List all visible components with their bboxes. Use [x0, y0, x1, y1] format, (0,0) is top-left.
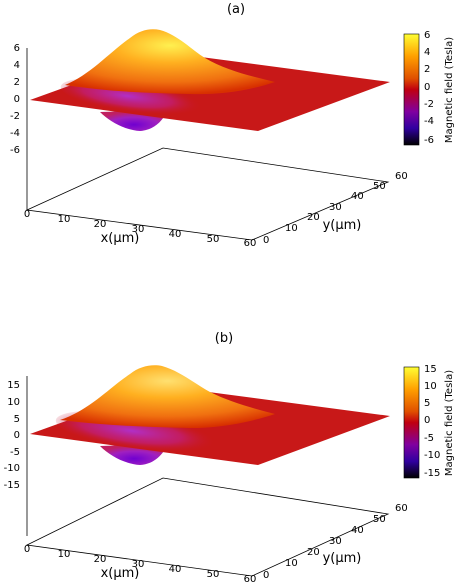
y-tick-b-0: 0	[263, 570, 269, 581]
y-ticks-a: 0 10 20 30 40 50 60	[263, 171, 408, 246]
z-tick-b-6: -15	[4, 480, 20, 491]
z-ticks-b: 15 10 5 0 -5 -10 -15	[4, 380, 20, 491]
colorbar-tick-a-1: 4	[424, 47, 430, 58]
base-box-a	[25, 147, 390, 241]
surface-b	[30, 365, 390, 465]
colorbar-tick-b-2: 5	[424, 398, 430, 409]
x-axis-label-b: x(μm)	[101, 566, 140, 581]
x-tick-b-1: 10	[58, 549, 71, 560]
colorbar-tick-b-3: 0	[424, 415, 430, 426]
colorbar-tick-b-0: 15	[424, 364, 437, 375]
y-axis-label-a: y(μm)	[323, 218, 362, 233]
y-ticks-b: 0 10 20 30 40 50 60	[263, 503, 408, 581]
y-tick-b-6: 60	[395, 503, 408, 514]
colorbar-tick-b-6: -15	[424, 468, 440, 479]
z-tick-b-3: 0	[14, 430, 20, 441]
colorbar-tick-b-1: 10	[424, 381, 437, 392]
x-ticks-a: 0 10 20 30 40 50 60	[24, 209, 257, 249]
base-box-b	[25, 477, 390, 577]
colorbar-tick-a-2: 2	[424, 64, 430, 75]
y-tick-a-6: 60	[395, 171, 408, 182]
x-tick-b-2: 20	[94, 554, 107, 565]
z-tick-b-4: -5	[10, 447, 20, 458]
colorbar-tick-a-3: 0	[424, 82, 430, 93]
x-ticks-b: 0 10 20 30 40 50 60	[24, 544, 257, 585]
x-tick-a-0: 0	[24, 209, 30, 220]
y-tick-a-4: 40	[351, 191, 364, 202]
x-tick-a-3: 30	[132, 224, 145, 235]
y-tick-b-4: 40	[351, 525, 364, 536]
surface-a	[30, 29, 390, 131]
z-tick-b-5: -10	[4, 463, 20, 474]
z-tick-a-3: 0	[14, 94, 20, 105]
z-tick-a-6: -6	[10, 145, 20, 156]
y-tick-b-1: 10	[285, 558, 298, 569]
z-tick-a-2: 2	[14, 77, 20, 88]
colorbar-tick-a-5: -4	[424, 116, 434, 127]
z-tick-a-5: -4	[10, 128, 20, 139]
colorbar-label-a: Magnetic field (Tesla)	[444, 37, 455, 143]
z-tick-a-0: 6	[14, 43, 20, 54]
x-tick-a-2: 20	[94, 219, 107, 230]
x-tick-b-6: 60	[244, 574, 257, 584]
surface-plot-b-svg: (b) 15 10 5 0 -5 -10 -15 0 10 20 30 40 5…	[4, 331, 455, 585]
y-tick-b-3: 30	[329, 536, 342, 547]
y-tick-a-3: 30	[329, 202, 342, 213]
x-tick-a-6: 60	[244, 238, 257, 249]
colorbar-ticks-a: 6 4 2 0 -2 -4 -6	[424, 30, 434, 146]
colorbar-tick-a-4: -2	[424, 99, 434, 110]
colorbar-b	[403, 366, 420, 479]
x-tick-b-3: 30	[132, 559, 145, 570]
colorbar-a	[403, 33, 420, 146]
x-tick-a-1: 10	[58, 214, 71, 225]
panel-label-b: (b)	[215, 331, 233, 346]
z-ticks-a: 6 4 2 0 -2 -4 -6	[10, 43, 20, 156]
colorbar-ticks-b: 15 10 5 0 -5 -10 -15	[424, 364, 440, 479]
surface-plot-panel-a: (a) 6 4 2 0 -2 -4 -6 0 10 20 30 40 50 60…	[0, 0, 460, 292]
x-axis-label-a: x(μm)	[101, 231, 140, 246]
surface-plot-panel-b: (b) 15 10 5 0 -5 -10 -15 0 10 20 30 40 5…	[0, 292, 460, 585]
z-tick-b-2: 5	[14, 414, 20, 425]
y-tick-b-5: 50	[373, 514, 386, 525]
x-tick-b-0: 0	[24, 544, 30, 555]
z-tick-b-0: 15	[7, 380, 20, 391]
z-tick-b-1: 10	[7, 397, 20, 408]
z-tick-a-4: -2	[10, 111, 20, 122]
panel-label-a: (a)	[227, 2, 245, 17]
colorbar-tick-a-0: 6	[424, 30, 430, 41]
y-tick-a-2: 20	[307, 212, 320, 223]
y-tick-a-0: 0	[263, 235, 269, 246]
surface-peak-b	[60, 365, 275, 428]
colorbar-label-b: Magnetic field (Tesla)	[444, 370, 455, 476]
x-tick-a-5: 50	[207, 234, 220, 245]
x-tick-b-4: 40	[169, 564, 182, 575]
z-tick-a-1: 4	[14, 60, 20, 71]
y-tick-a-1: 10	[285, 223, 298, 234]
surface-plot-a-svg: (a) 6 4 2 0 -2 -4 -6 0 10 20 30 40 50 60…	[10, 2, 455, 249]
surface-peak-a	[65, 29, 275, 95]
colorbar-tick-a-6: -6	[424, 135, 434, 146]
y-tick-a-5: 50	[373, 181, 386, 192]
x-tick-b-5: 50	[207, 569, 220, 580]
colorbar-tick-b-4: -5	[424, 433, 434, 444]
colorbar-tick-b-5: -10	[424, 450, 440, 461]
y-axis-label-b: y(μm)	[323, 551, 362, 566]
x-tick-a-4: 40	[169, 229, 182, 240]
y-tick-b-2: 20	[307, 547, 320, 558]
